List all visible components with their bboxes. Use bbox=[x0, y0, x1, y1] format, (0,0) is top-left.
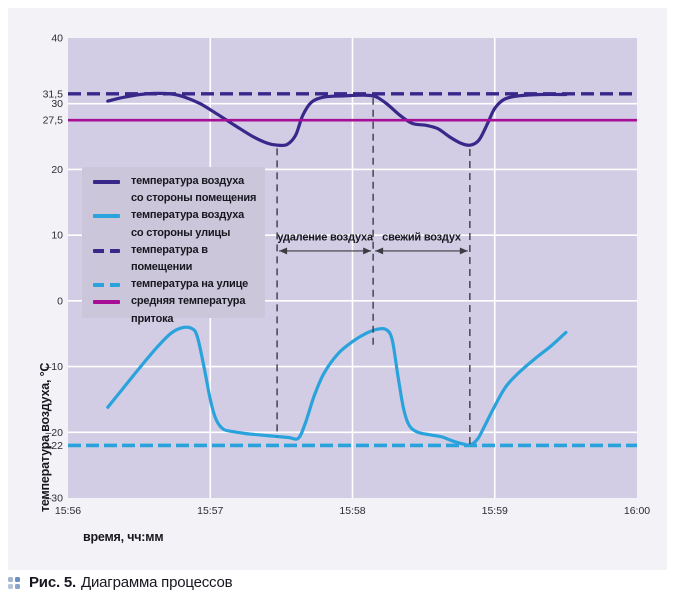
figure-caption: Рис. 5. Диаграмма процессов bbox=[8, 574, 233, 591]
annotation-label: свежий воздух bbox=[382, 231, 462, 243]
series-curve bbox=[106, 325, 568, 447]
y-tick-label: –20 bbox=[45, 427, 63, 439]
x-tick-label: 15:56 bbox=[55, 505, 81, 517]
figure-panel: удаление воздуха свежий воздух 40 31,5 30 27,… bbox=[8, 8, 667, 570]
annotation-label: удаление воздуха bbox=[277, 231, 374, 243]
legend-dashed-line-icon bbox=[93, 248, 120, 253]
y-tick-label: –30 bbox=[45, 493, 63, 505]
legend-line-icon bbox=[93, 180, 120, 184]
x-axis-title: время, чч:мм bbox=[83, 530, 164, 544]
x-tick-label: 16:00 bbox=[624, 505, 650, 517]
legend-item: температура в помещении bbox=[93, 242, 265, 276]
caption-number: Рис. 5. bbox=[29, 574, 77, 591]
legend-item: температура воздуха со стороны улицы bbox=[93, 207, 265, 241]
x-tick-label: 15:59 bbox=[482, 505, 508, 517]
legend-label: температура на улице bbox=[131, 278, 249, 291]
legend-label: температура воздуха со стороны помещения bbox=[131, 175, 257, 205]
arrowhead-left-icon bbox=[279, 247, 288, 255]
y-tick-label: 40 bbox=[51, 33, 63, 45]
x-tick-label: 15:58 bbox=[339, 505, 365, 517]
y-tick-label: 0 bbox=[57, 295, 63, 307]
y-axis-title: температура воздуха, °С bbox=[38, 362, 52, 512]
arrowhead-right-icon bbox=[459, 247, 468, 255]
arrowhead-left-icon bbox=[375, 247, 384, 255]
legend-item: температура воздуха со стороны помещения bbox=[93, 173, 265, 207]
caption-title: Диаграмма процессов bbox=[81, 574, 233, 591]
y-tick-label: 10 bbox=[51, 230, 63, 242]
legend-line-icon bbox=[93, 300, 120, 305]
y-tick-label: –22 bbox=[45, 440, 63, 452]
y-tick-label: 27,5 bbox=[43, 115, 64, 127]
legend-line-icon bbox=[93, 214, 120, 219]
y-tick-label: 31,5 bbox=[43, 88, 64, 100]
legend-dashed-line-icon bbox=[93, 283, 120, 288]
x-tick-label: 15:57 bbox=[197, 505, 223, 517]
legend-item: температура на улице bbox=[93, 276, 265, 293]
legend-label: температура воздуха со стороны улицы bbox=[131, 209, 245, 239]
y-tick-label: 30 bbox=[51, 98, 63, 110]
legend-label: средняя температура притока bbox=[131, 295, 246, 325]
legend-item: средняя температура притока bbox=[93, 293, 265, 327]
y-tick-label: 20 bbox=[51, 164, 63, 176]
y-tick-label: –10 bbox=[45, 361, 63, 373]
arrowhead-right-icon bbox=[363, 247, 372, 255]
caption-bullets-icon bbox=[8, 576, 20, 589]
legend-label: температура в помещении bbox=[131, 243, 208, 274]
chart-legend: температура воздуха со стороны помещения т… bbox=[82, 167, 265, 325]
